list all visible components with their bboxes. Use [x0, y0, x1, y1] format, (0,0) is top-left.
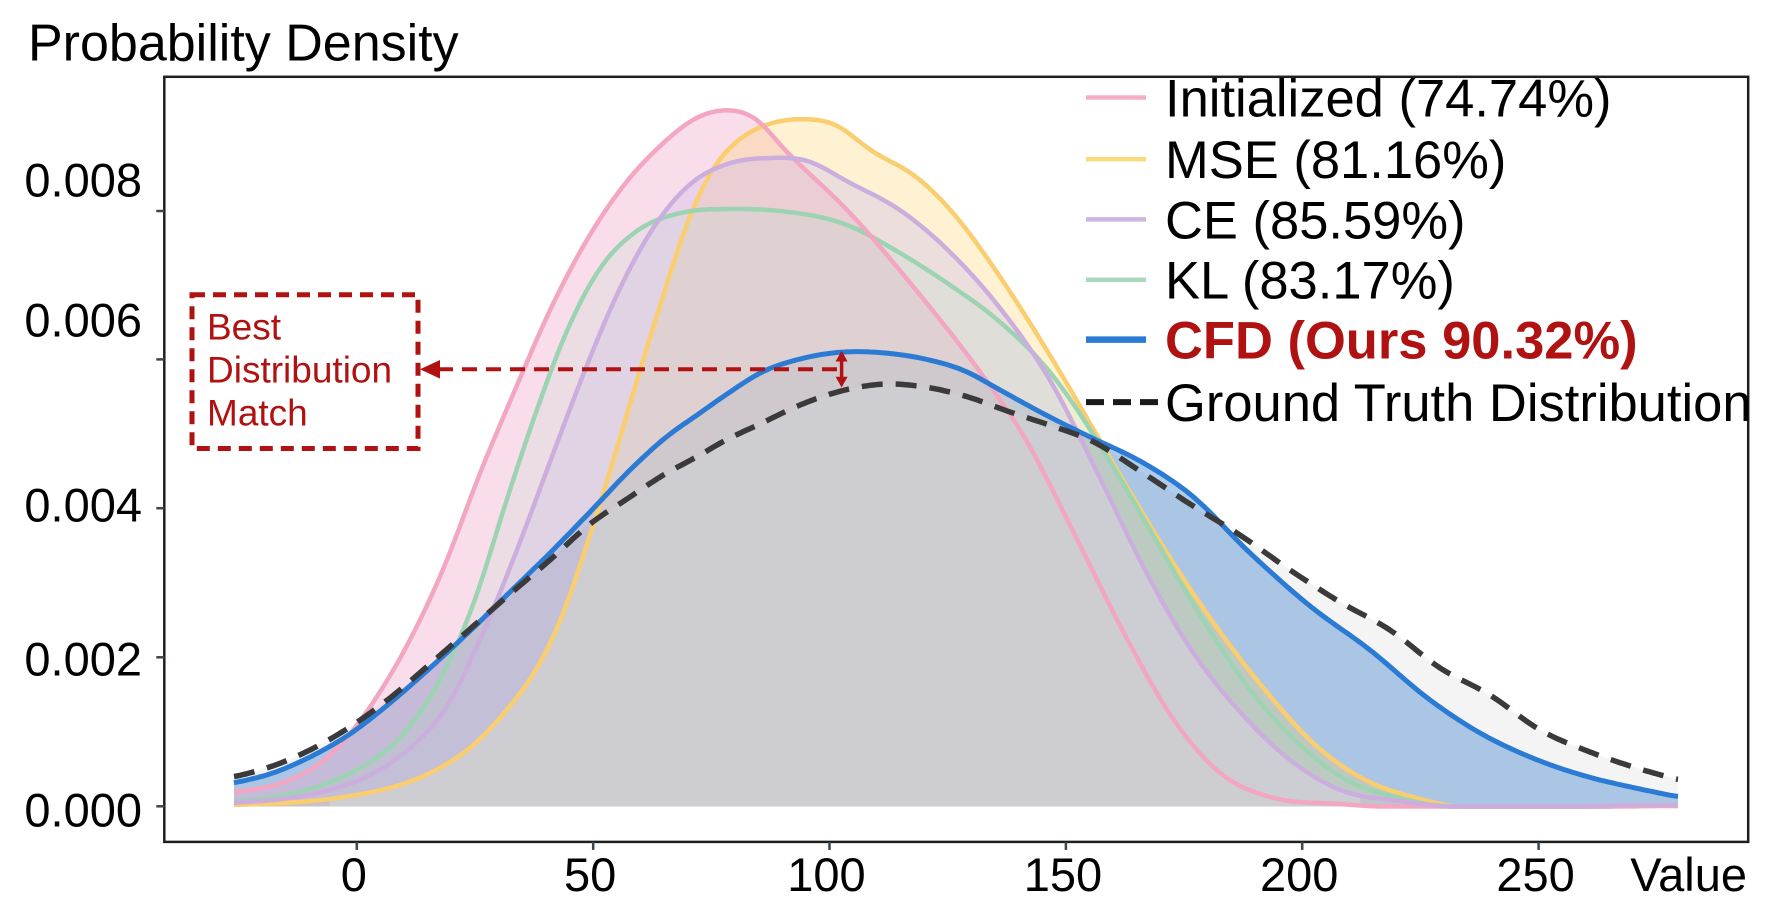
- svg-text:Probability Density: Probability Density: [28, 15, 459, 73]
- svg-text:0.000: 0.000: [24, 784, 142, 837]
- svg-text:0.004: 0.004: [24, 479, 142, 532]
- svg-text:200: 200: [1260, 848, 1338, 901]
- svg-text:50: 50: [564, 848, 616, 901]
- svg-text:CFD (Ours 90.32%): CFD (Ours 90.32%): [1165, 312, 1638, 371]
- svg-text:150: 150: [1024, 848, 1102, 901]
- svg-text:Initialized (74.74%): Initialized (74.74%): [1165, 70, 1611, 129]
- svg-text:Match: Match: [207, 392, 308, 433]
- svg-text:Distribution: Distribution: [207, 349, 392, 390]
- svg-text:0: 0: [341, 848, 367, 901]
- svg-text:CE (85.59%): CE (85.59%): [1165, 191, 1466, 250]
- svg-text:KL (83.17%): KL (83.17%): [1165, 252, 1455, 311]
- svg-text:250: 250: [1496, 848, 1574, 901]
- svg-text:0.008: 0.008: [24, 154, 142, 207]
- svg-text:0.006: 0.006: [24, 294, 142, 347]
- svg-text:100: 100: [787, 848, 865, 901]
- svg-text:0.002: 0.002: [24, 633, 142, 686]
- svg-text:Ground Truth Distribution: Ground Truth Distribution: [1165, 374, 1752, 433]
- svg-text:Best: Best: [207, 306, 282, 347]
- svg-text:Value: Value: [1630, 848, 1747, 901]
- svg-text:MSE (81.16%): MSE (81.16%): [1165, 131, 1506, 190]
